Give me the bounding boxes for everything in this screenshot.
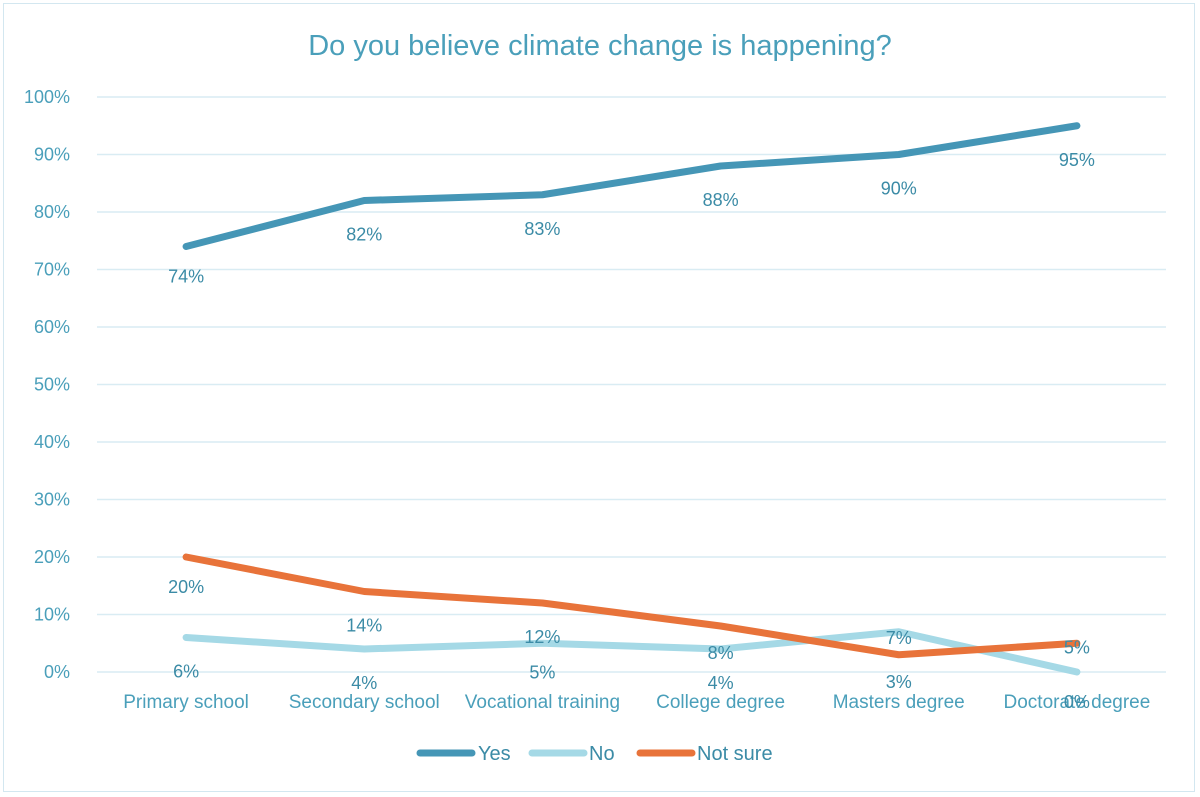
series-lines [182,122,1081,676]
data-labels: 74% 82% 83% 88% 90% 95% 6% 4% 5% 4% 7% 0% 20% 14% 12% 8… [168,150,1095,712]
data-label: 95% [1059,150,1095,170]
data-label: 4% [708,673,734,693]
series-line-not-sure [182,553,1081,659]
y-axis-ticks: 0% 10% 20% 30% 40% 50% 60% 70% 80% 90% 100% [24,87,70,682]
legend-item-no[interactable]: No [528,743,615,765]
y-tick-label: 70% [34,260,70,280]
y-tick-label: 100% [24,87,70,107]
data-label: 74% [168,267,204,287]
chart-frame [3,3,1195,792]
legend-label: Not sure [697,743,773,765]
data-label: 7% [886,628,912,648]
data-label: 6% [173,662,199,682]
gridlines [97,96,1166,673]
data-label: 4% [351,673,377,693]
data-label: 5% [1064,637,1090,657]
data-label: 12% [524,627,560,647]
legend-label: No [589,743,615,765]
y-tick-label: 10% [34,605,70,625]
data-label: 0% [1064,692,1090,712]
data-label: 90% [881,179,917,199]
y-tick-label: 20% [34,547,70,567]
x-axis-ticks: Primary school Secondary school Vocational… [123,692,1150,713]
legend: Yes No Not sure [416,743,773,765]
y-tick-label: 50% [34,375,70,395]
data-label: 82% [346,225,382,245]
legend-item-yes[interactable]: Yes [416,743,511,765]
chart-title: Do you believe climate change is happeni… [308,30,892,62]
x-tick-label: Doctorate degree [1004,692,1151,713]
y-tick-label: 90% [34,145,70,165]
data-label: 88% [703,190,739,210]
data-label: 8% [708,643,734,663]
x-tick-label: Masters degree [833,692,965,713]
y-tick-label: 30% [34,490,70,510]
x-tick-label: Secondary school [289,692,440,713]
data-label: 14% [346,616,382,636]
legend-item-not-sure[interactable]: Not sure [636,743,773,765]
series-line-yes [182,122,1081,250]
y-tick-label: 60% [34,317,70,337]
x-tick-label: Vocational training [465,692,620,713]
y-tick-label: 40% [34,432,70,452]
y-tick-label: 80% [34,202,70,222]
x-tick-label: College degree [656,692,785,713]
legend-label: Yes [478,743,511,765]
data-label: 20% [168,577,204,597]
y-tick-label: 0% [44,662,70,682]
series-line-no [182,628,1081,676]
x-tick-label: Primary school [123,692,249,713]
data-label: 83% [524,219,560,239]
data-label: 3% [886,672,912,692]
data-label: 5% [529,662,555,682]
